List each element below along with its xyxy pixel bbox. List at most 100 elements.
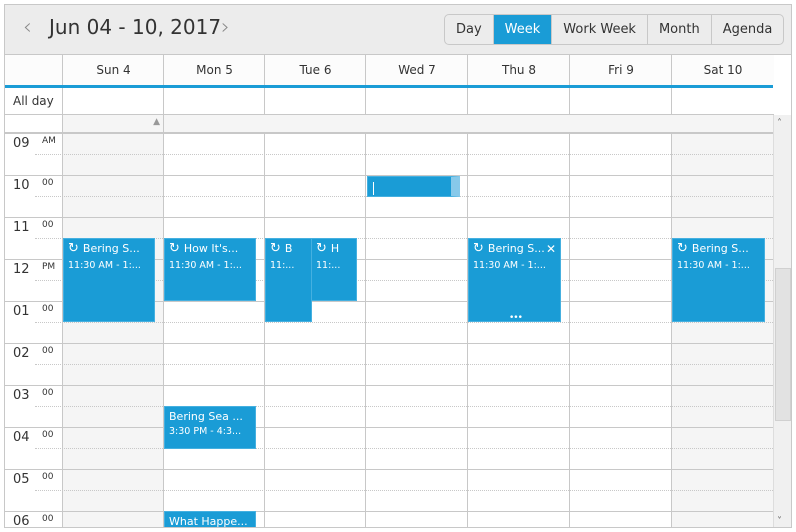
time-hour-label: 04 xyxy=(13,430,30,445)
day-column-wed[interactable] xyxy=(365,133,468,527)
day-header-sat[interactable]: Sat 10 xyxy=(671,55,774,85)
delete-close-icon[interactable]: ✕ xyxy=(545,242,556,256)
hour-line xyxy=(5,301,773,302)
allday-cell[interactable] xyxy=(365,88,468,115)
scheduler: ‹ Jun 04 - 10, 2017 › Day Week Work Week… xyxy=(4,4,792,528)
half-hour-line xyxy=(35,322,773,323)
scroll-down-chevron-icon[interactable]: ˅ xyxy=(777,516,782,527)
hour-line xyxy=(5,427,773,428)
event[interactable]: What Happe... xyxy=(164,511,256,528)
event-title: Bering S... xyxy=(82,242,140,255)
half-hour-line xyxy=(35,154,773,155)
scroll-up-chevron-icon[interactable]: ˄ xyxy=(777,118,782,129)
day-header-sun[interactable]: Sun 4 xyxy=(62,55,164,85)
scrollbar-thumb[interactable] xyxy=(775,268,791,421)
recurrence-icon: ↻ xyxy=(677,241,688,256)
time-hour-label: 11 xyxy=(13,220,30,235)
half-hour-line xyxy=(35,406,773,407)
event-title: Bering Sea ... xyxy=(169,410,243,423)
resize-handle-bottom[interactable]: ••• xyxy=(509,313,523,323)
event-selected[interactable]: ••• ↻ Bering S... ✕ 11:30 AM - 1:... ••• xyxy=(468,233,561,323)
day-header-thu[interactable]: Thu 8 xyxy=(467,55,570,85)
corner-cell xyxy=(5,55,63,85)
event[interactable]: ↻ Bering S... 11:30 AM - 1:... xyxy=(672,238,765,322)
collapse-up-arrow-icon[interactable]: ▲ xyxy=(153,117,160,127)
header-accent-line xyxy=(5,85,773,88)
event-title: Bering S... xyxy=(487,242,545,255)
time-hour-label: 06 xyxy=(13,514,30,528)
day-column-mon[interactable] xyxy=(163,133,265,527)
prev-week-chevron-left-icon[interactable]: ‹ xyxy=(23,15,32,40)
event[interactable]: ↻ How It's... 11:30 AM - 1:... xyxy=(164,238,256,301)
view-agenda-button[interactable]: Agenda xyxy=(710,15,784,44)
day-column-tue[interactable] xyxy=(264,133,366,527)
day-header-wed[interactable]: Wed 7 xyxy=(365,55,468,85)
allday-cell[interactable] xyxy=(671,88,774,115)
day-column-sat[interactable] xyxy=(671,133,773,527)
event-title: H xyxy=(330,242,340,255)
hour-line xyxy=(5,175,773,176)
day-column-thu[interactable] xyxy=(467,133,570,527)
event-title: What Happe... xyxy=(169,515,248,528)
time-minute-label: AM xyxy=(42,136,56,146)
event-time: 11:... xyxy=(270,260,295,271)
time-minute-label: 00 xyxy=(42,346,54,356)
hour-line xyxy=(5,469,773,470)
collapse-row: ▲ xyxy=(62,115,164,133)
hour-line xyxy=(5,217,773,218)
allday-cell[interactable] xyxy=(467,88,570,115)
text-caret xyxy=(373,182,374,195)
event-editing[interactable] xyxy=(367,176,460,197)
allday-label: All day xyxy=(5,88,63,115)
time-minute-label: PM xyxy=(42,262,56,272)
allday-cell[interactable] xyxy=(569,88,672,115)
next-week-chevron-right-icon[interactable]: › xyxy=(221,15,230,40)
hour-line xyxy=(5,343,773,344)
time-hour-label: 02 xyxy=(13,346,30,361)
day-header-tue[interactable]: Tue 6 xyxy=(264,55,366,85)
vertical-scrollbar[interactable]: ˄ ˅ xyxy=(773,115,791,527)
event-title: B xyxy=(284,242,293,255)
toolbar: ‹ Jun 04 - 10, 2017 › Day Week Work Week… xyxy=(5,5,791,55)
event-time: 11:30 AM - 1:... xyxy=(68,260,141,271)
time-minute-label: 00 xyxy=(42,178,54,188)
time-grid: 09 AM 10 00 11 00 12 PM 01 00 02 00 03 00 04 00 05 00 06 00… xyxy=(5,133,773,528)
recurrence-icon: ↻ xyxy=(316,241,327,256)
allday-cell[interactable] xyxy=(264,88,366,115)
recurrence-icon: ↻ xyxy=(270,241,281,256)
event[interactable]: Bering Sea ... 3:30 PM - 4:3... xyxy=(164,406,256,449)
view-week-button[interactable]: Week xyxy=(492,15,552,44)
event[interactable]: ↻ Bering S... 11:30 AM - 1:... xyxy=(63,238,155,322)
view-work-week-button[interactable]: Work Week xyxy=(551,15,647,44)
recurrence-icon: ↻ xyxy=(169,241,180,256)
allday-cell[interactable] xyxy=(163,88,265,115)
day-header-fri[interactable]: Fri 9 xyxy=(569,55,672,85)
recurrence-icon: ↻ xyxy=(473,241,484,256)
hour-line xyxy=(5,511,773,512)
event-time: 11:30 AM - 1:... xyxy=(677,260,750,271)
day-column-fri[interactable] xyxy=(569,133,672,527)
date-range-title[interactable]: Jun 04 - 10, 2017 xyxy=(49,15,222,39)
time-hour-label: 01 xyxy=(13,304,30,319)
day-header-mon[interactable]: Mon 5 xyxy=(163,55,265,85)
half-hour-line xyxy=(35,490,773,491)
view-day-button[interactable]: Day xyxy=(456,22,482,37)
event[interactable]: ↻ B 11:... xyxy=(265,238,312,322)
half-hour-line xyxy=(35,448,773,449)
allday-cell[interactable] xyxy=(62,88,164,115)
recurrence-icon: ↻ xyxy=(68,241,79,256)
event-title: How It's... xyxy=(183,242,239,255)
event[interactable]: ↻ H 11:... xyxy=(311,238,357,301)
half-hour-line xyxy=(35,364,773,365)
hour-line xyxy=(5,385,773,386)
hour-line xyxy=(5,133,773,134)
half-hour-line xyxy=(35,238,773,239)
event-time: 3:30 PM - 4:3... xyxy=(169,426,242,437)
view-month-button[interactable]: Month xyxy=(646,15,711,44)
time-minute-label: 00 xyxy=(42,472,54,482)
event-time: 11:30 AM - 1:... xyxy=(473,260,546,271)
resize-handle-top[interactable]: ••• xyxy=(509,233,523,243)
day-column-sun[interactable] xyxy=(62,133,164,527)
event-title: Bering S... xyxy=(691,242,749,255)
half-hour-line xyxy=(35,280,773,281)
